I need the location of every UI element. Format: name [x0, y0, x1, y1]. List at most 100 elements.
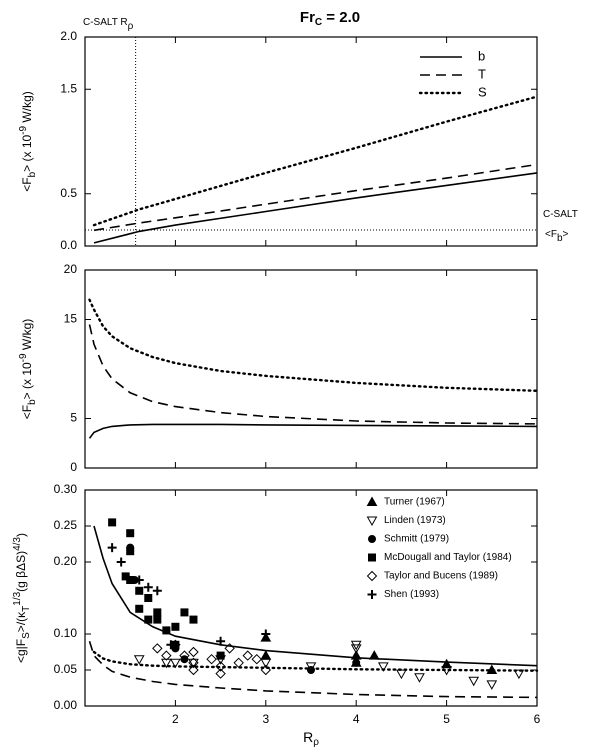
data-point [180, 655, 189, 664]
reference-label: C-SALT Rρ [83, 17, 134, 32]
data-point [126, 576, 135, 584]
data-point [261, 629, 271, 639]
y-tick-label: 0.25 [54, 518, 78, 532]
series-line [92, 95, 539, 227]
legend-label: McDougall and Taylor (1984) [384, 552, 512, 563]
data-point [216, 651, 225, 660]
data-point [116, 557, 126, 567]
series-line [88, 640, 538, 699]
data-point [260, 650, 272, 660]
text-part: W/kg) [20, 319, 34, 354]
text-part: T [21, 606, 32, 612]
y-tick-label: 0.20 [54, 554, 78, 568]
reference-label: C-SALT [543, 209, 578, 220]
data-point [368, 650, 380, 660]
data-point [126, 529, 135, 538]
text-part: > [563, 229, 569, 240]
legend-marker [368, 553, 376, 562]
series-line [88, 423, 538, 439]
legend-label: b [478, 48, 485, 63]
text-part: <F [20, 177, 34, 191]
data-point [188, 658, 199, 669]
data-point [486, 664, 498, 674]
text-part: R [303, 729, 313, 745]
data-point [143, 582, 153, 592]
data-point [307, 666, 315, 674]
x-tick-label: 4 [353, 712, 360, 726]
text-part: C [315, 17, 322, 28]
text-part: C-SALT R [83, 17, 128, 28]
y-tick-label: 1.5 [60, 81, 77, 95]
data-point [513, 669, 525, 680]
text-part: W/kg) [20, 91, 34, 126]
data-point [161, 658, 172, 669]
data-point [441, 666, 452, 676]
legend-label: S [478, 84, 487, 99]
data-point [377, 662, 389, 672]
series-line [93, 172, 538, 244]
reference-label: <Fb> [545, 229, 569, 244]
x-tick-label: 2 [172, 712, 179, 726]
data-point [126, 547, 135, 556]
legend-label: Turner (1967) [384, 497, 445, 508]
data-point [233, 657, 244, 669]
text-part: >/(κ [14, 611, 28, 632]
data-point [189, 615, 198, 624]
legend-label: Schmitt (1979) [384, 534, 449, 545]
data-point [135, 586, 144, 595]
data-point [153, 608, 162, 617]
text-part: b [557, 233, 563, 244]
legend-marker [366, 570, 378, 582]
plot-frame [84, 36, 538, 247]
data-point [468, 676, 480, 687]
legend-marker [367, 590, 377, 599]
data-point [224, 643, 235, 654]
data-point [396, 669, 407, 680]
y-axis-label: <Fb> (x 10-9 W/kg) [18, 91, 38, 192]
data-point [107, 543, 117, 553]
text-part: C-SALT [543, 209, 578, 220]
data-point [260, 664, 272, 676]
y-tick-label: 15 [64, 312, 78, 326]
data-point [188, 646, 199, 658]
data-point [170, 658, 181, 669]
y-axis-label: <g|FS>/(κT1/3(g βΔS)4/3) [12, 533, 32, 663]
data-point [206, 653, 217, 665]
data-point [188, 657, 199, 669]
text-part: ρ [313, 737, 319, 747]
legend-marker [366, 496, 378, 506]
data-point [135, 604, 144, 613]
y-axis-label: <Fb> (x 10-9 W/kg) [18, 319, 38, 420]
text-part: -9 [18, 125, 29, 134]
data-point [350, 644, 362, 654]
data-point [486, 680, 498, 690]
series-line [93, 163, 538, 232]
text-part: 4/3 [12, 537, 23, 551]
data-point [170, 639, 181, 651]
legend-label: Shen (1993) [384, 589, 439, 600]
data-point [166, 640, 176, 650]
text-part: b [27, 399, 38, 405]
text-part: Fr [300, 9, 315, 26]
y-tick-label: 20 [64, 262, 78, 276]
text-part: > (x 10 [20, 362, 34, 399]
y-tick-label: 0.05 [54, 662, 78, 676]
data-point [161, 650, 172, 661]
data-point [134, 575, 144, 585]
y-tick-label: 0 [70, 460, 77, 474]
data-point [188, 664, 199, 676]
data-point [352, 658, 361, 667]
data-point [144, 594, 153, 602]
text-part: ) [14, 533, 28, 537]
legend-label: T [478, 66, 486, 81]
data-point [251, 653, 262, 665]
x-tick-label: 3 [262, 712, 269, 726]
text-part: = 2.0 [322, 9, 360, 26]
text-part: 1/3 [12, 591, 23, 605]
data-point [260, 658, 272, 669]
text-part: (g βΔS) [14, 551, 28, 592]
series-line [88, 324, 538, 425]
text-part: <F [545, 229, 557, 240]
data-point [242, 650, 253, 661]
